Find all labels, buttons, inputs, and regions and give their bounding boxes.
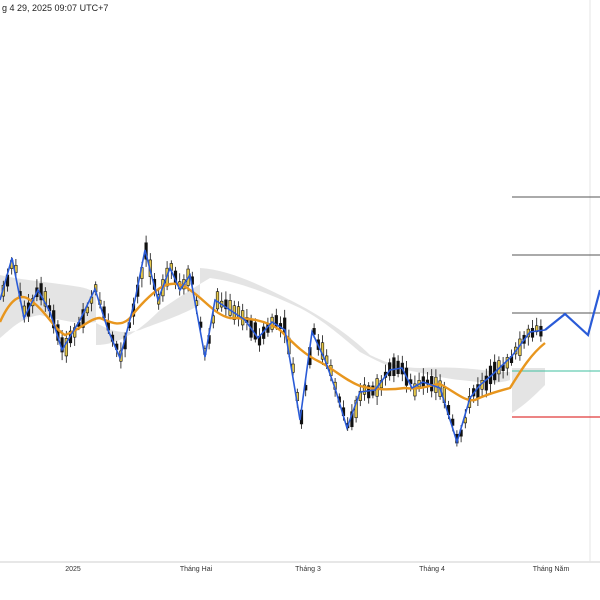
candle-body [484, 375, 488, 391]
candle [81, 303, 85, 334]
candle [430, 369, 434, 398]
candle-body [530, 327, 535, 338]
moving-average-line [0, 282, 546, 402]
candle-body [224, 299, 228, 310]
candle-body [392, 357, 396, 376]
candle-body [228, 300, 232, 316]
candle-body [253, 322, 257, 340]
candle [484, 368, 488, 398]
candle [43, 287, 47, 312]
x-tick-thang-hai: Tháng Hai [180, 566, 213, 573]
candle-body [64, 338, 68, 357]
cloud-band-3 [512, 368, 545, 413]
candle [354, 395, 358, 423]
candle-body [430, 376, 434, 392]
zigzag-line [0, 249, 546, 445]
candle-body [81, 309, 85, 328]
candle [362, 377, 367, 401]
candle-body [85, 306, 89, 314]
x-tick-2025: 2025 [65, 566, 81, 573]
timestamp-label: g 4 29, 2025 09:07 UTC+7 [2, 3, 109, 13]
x-tick-thang-4: Tháng 4 [419, 566, 445, 573]
candle-body [43, 291, 47, 307]
candle [392, 353, 396, 383]
candle-body [396, 360, 400, 374]
candle [64, 330, 68, 363]
zigzag-projection [544, 289, 600, 338]
candle [220, 292, 224, 312]
candle [396, 355, 400, 378]
candle [493, 354, 497, 385]
cloud-band-2 [96, 268, 510, 383]
candle [224, 291, 228, 316]
candle [320, 335, 325, 365]
x-tick-thang-nam: Tháng Năm [533, 566, 570, 573]
candle-body [413, 383, 417, 397]
candle-body [354, 399, 358, 419]
candle [253, 318, 257, 343]
candle [367, 382, 371, 404]
candle [530, 320, 535, 342]
candle [379, 375, 383, 396]
candle [257, 328, 262, 352]
candle [236, 301, 241, 327]
candle [228, 293, 232, 320]
candle-body [274, 315, 278, 327]
candle-body [312, 328, 316, 335]
x-tick-thang-3: Tháng 3 [295, 566, 321, 573]
cloud-bands [0, 268, 545, 413]
candlestick-series [1, 235, 543, 447]
candle-body [362, 384, 367, 395]
price-levels [512, 196, 600, 418]
candle [535, 317, 539, 336]
